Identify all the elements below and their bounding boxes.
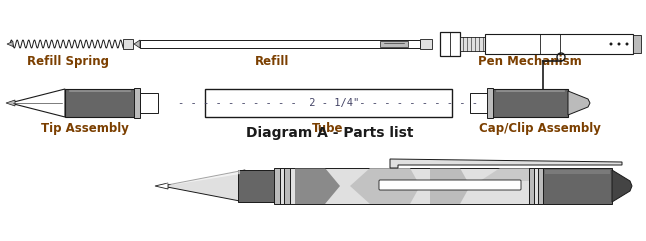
Circle shape — [618, 42, 621, 46]
Text: Refill Spring: Refill Spring — [27, 55, 109, 68]
Polygon shape — [165, 170, 240, 185]
Circle shape — [609, 42, 612, 46]
FancyBboxPatch shape — [140, 40, 420, 48]
FancyBboxPatch shape — [379, 180, 521, 190]
FancyBboxPatch shape — [420, 39, 432, 49]
FancyBboxPatch shape — [140, 93, 158, 113]
FancyBboxPatch shape — [440, 32, 460, 56]
Circle shape — [625, 42, 629, 46]
FancyBboxPatch shape — [460, 37, 485, 51]
FancyBboxPatch shape — [493, 89, 568, 117]
Polygon shape — [155, 183, 168, 189]
Text: Pen Mechanism: Pen Mechanism — [478, 55, 582, 68]
FancyBboxPatch shape — [534, 168, 539, 204]
FancyBboxPatch shape — [134, 88, 140, 118]
Polygon shape — [295, 168, 340, 204]
Polygon shape — [390, 159, 622, 168]
FancyBboxPatch shape — [238, 170, 276, 202]
Text: Tube: Tube — [312, 122, 344, 135]
FancyBboxPatch shape — [280, 168, 285, 204]
Polygon shape — [162, 170, 245, 202]
Text: - - - - - - - - - -  2 - 1/4"- - - - - - - - - -: - - - - - - - - - - 2 - 1/4"- - - - - - … — [178, 98, 479, 108]
Polygon shape — [430, 168, 470, 204]
FancyBboxPatch shape — [65, 89, 135, 117]
Text: Tip Assembly: Tip Assembly — [41, 122, 129, 135]
Polygon shape — [6, 100, 15, 106]
FancyBboxPatch shape — [205, 89, 452, 117]
FancyBboxPatch shape — [290, 168, 530, 204]
Text: Cap/Clip Assembly: Cap/Clip Assembly — [479, 122, 601, 135]
FancyBboxPatch shape — [123, 39, 133, 49]
FancyBboxPatch shape — [538, 168, 543, 204]
Polygon shape — [134, 40, 140, 48]
Polygon shape — [612, 170, 632, 202]
Text: Diagram A - Parts list: Diagram A - Parts list — [246, 126, 413, 140]
FancyBboxPatch shape — [529, 168, 535, 204]
Polygon shape — [480, 168, 530, 181]
FancyBboxPatch shape — [380, 41, 408, 47]
FancyBboxPatch shape — [545, 170, 610, 174]
Polygon shape — [7, 41, 13, 47]
FancyBboxPatch shape — [633, 35, 641, 53]
Polygon shape — [350, 168, 420, 204]
FancyBboxPatch shape — [487, 88, 493, 118]
Text: Refill: Refill — [255, 55, 289, 68]
FancyBboxPatch shape — [274, 168, 281, 204]
FancyBboxPatch shape — [485, 34, 633, 54]
FancyBboxPatch shape — [470, 93, 488, 113]
FancyBboxPatch shape — [543, 168, 612, 204]
FancyBboxPatch shape — [284, 168, 290, 204]
Polygon shape — [10, 89, 65, 117]
Polygon shape — [568, 91, 590, 115]
